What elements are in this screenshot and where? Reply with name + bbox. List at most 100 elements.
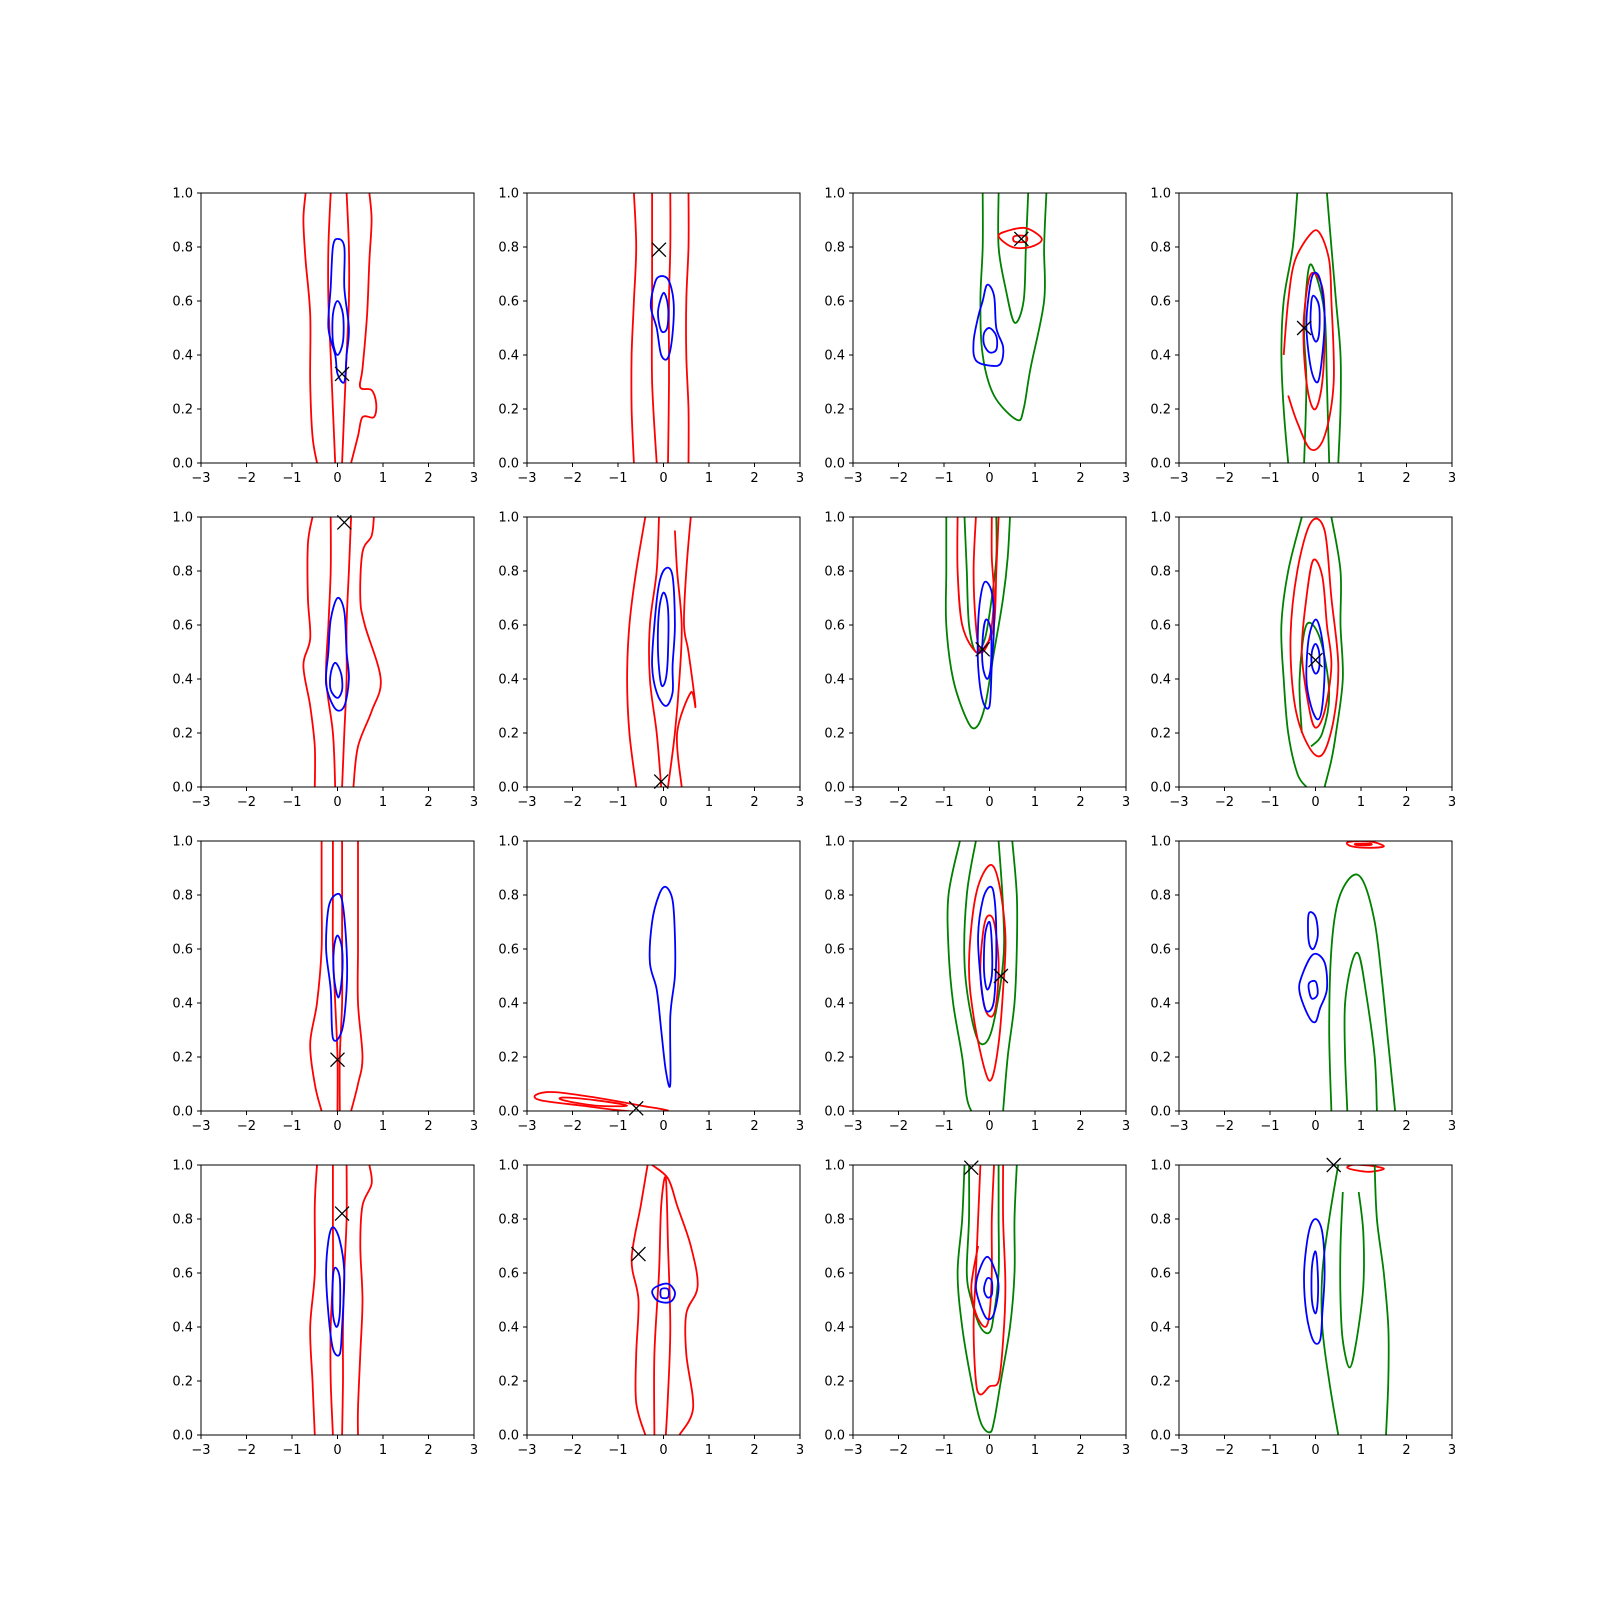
x-tick-label: 0 — [333, 471, 341, 486]
x-tick-label: −3 — [843, 1119, 862, 1134]
axes-frame — [1178, 516, 1453, 788]
blue-contour-line — [325, 892, 349, 1042]
y-tick-label: 0.8 — [824, 889, 845, 904]
x-marker — [1308, 652, 1323, 668]
y-tick-label: 1.0 — [824, 1159, 845, 1174]
y-tick-label: 0.2 — [824, 403, 845, 418]
x-tick-label: −1 — [282, 471, 301, 486]
y-tick-label: 0.4 — [172, 1321, 193, 1336]
x-marker — [1296, 320, 1312, 336]
contour-group — [946, 841, 1019, 1111]
y-tick-label: 0.8 — [824, 565, 845, 580]
x-tick-label: −3 — [517, 1443, 536, 1458]
y-tick-label: 0.6 — [1150, 943, 1171, 958]
green-contour-line — [1320, 1165, 1340, 1435]
x-tick-label: 0 — [659, 1443, 667, 1458]
y-tick-label: 0.4 — [824, 1321, 845, 1336]
y-tick-label: 1.0 — [498, 835, 519, 850]
x-tick-label: 2 — [424, 795, 432, 810]
green-contour-line — [1280, 517, 1308, 787]
x-tick-label: −3 — [517, 471, 536, 486]
y-tick-label: 1.0 — [824, 187, 845, 202]
y-tick-label: 1.0 — [1150, 1159, 1171, 1174]
axes-frame — [1178, 1164, 1453, 1436]
y-tick-label: 1.0 — [498, 511, 519, 526]
contour-group — [626, 517, 697, 787]
y-tick-label: 0.8 — [498, 1213, 519, 1228]
panel-r0-c2: −3 −2 −1 0 1 2 3 0.0 0.2 0.4 0.6 0.8 1.0 — [824, 187, 1130, 487]
red-contour-line — [653, 1176, 672, 1435]
y-tick-label: 0.6 — [824, 1267, 845, 1282]
blue-contour-line — [651, 566, 676, 707]
y-tick-label: 0.2 — [1150, 403, 1171, 418]
red-contour-line — [650, 193, 658, 463]
red-contour-line — [309, 841, 323, 1111]
x-tick-label: 3 — [1122, 1119, 1130, 1134]
y-tick-label: 0.6 — [1150, 619, 1171, 634]
x-tick-label: −2 — [237, 471, 256, 486]
x-tick-label: 1 — [1031, 471, 1039, 486]
y-tick-label: 0.6 — [498, 1267, 519, 1282]
red-contour-line — [309, 1165, 318, 1435]
green-contour-line — [1373, 1165, 1390, 1435]
y-tick-label: 0.6 — [498, 619, 519, 634]
red-contour-line — [1012, 234, 1029, 244]
green-contour-line — [1298, 621, 1331, 748]
x-tick-label: −1 — [1260, 1443, 1279, 1458]
x-tick-label: 1 — [1031, 795, 1039, 810]
blue-contour-line — [648, 885, 677, 1088]
x-tick-label: 1 — [1357, 1443, 1365, 1458]
green-contour-line — [956, 1165, 1018, 1434]
y-tick-label: 0.0 — [498, 1429, 519, 1444]
blue-contour-line — [972, 283, 1005, 367]
blue-contour-line — [982, 327, 999, 354]
x-tick-label: −3 — [1169, 471, 1188, 486]
x-tick-label: −2 — [1215, 471, 1234, 486]
x-marker — [336, 514, 352, 530]
y-tick-label: 0.6 — [498, 295, 519, 310]
y-tick-label: 0.4 — [1150, 997, 1171, 1012]
y-tick-label: 0.2 — [498, 1375, 519, 1390]
blue-contour-line — [327, 238, 350, 384]
red-contour-line — [667, 193, 672, 463]
contour-group — [1280, 517, 1344, 787]
y-tick-label: 0.6 — [824, 943, 845, 958]
contour-group — [309, 841, 364, 1111]
x-tick-label: 0 — [985, 471, 993, 486]
blue-contour-line — [651, 1282, 676, 1304]
y-tick-label: 0.2 — [498, 1051, 519, 1066]
y-tick-label: 0.2 — [172, 1051, 193, 1066]
x-tick-label: −2 — [1215, 1443, 1234, 1458]
panel-r3-c1: −3 −2 −1 0 1 2 3 0.0 0.2 0.4 0.6 0.8 1.0 — [498, 1159, 804, 1459]
contour-group — [944, 517, 1011, 730]
red-contour-line — [968, 863, 1007, 1082]
red-contour-line — [1346, 1165, 1385, 1173]
red-contour-line — [1289, 517, 1340, 758]
panel-r3-c2: −3 −2 −1 0 1 2 3 0.0 0.2 0.4 0.6 0.8 1.0 — [824, 1159, 1130, 1459]
red-contour-line — [302, 193, 318, 463]
x-tick-label: −2 — [237, 1443, 256, 1458]
blue-contour-line — [1307, 911, 1319, 951]
axes-frame — [852, 840, 1127, 1112]
x-tick-label: −2 — [237, 795, 256, 810]
axes-frame — [1178, 840, 1453, 1112]
x-tick-label: 3 — [796, 795, 804, 810]
x-tick-label: −1 — [282, 1119, 301, 1134]
blue-contour-line — [1307, 979, 1319, 1000]
y-tick-label: 0.8 — [824, 1213, 845, 1228]
x-marker — [653, 774, 669, 790]
x-marker — [334, 366, 350, 382]
x-tick-label: −3 — [843, 471, 862, 486]
x-tick-label: −3 — [1169, 1443, 1188, 1458]
contour-group — [309, 1165, 373, 1435]
red-contour-line — [675, 517, 697, 787]
y-tick-label: 0.6 — [824, 295, 845, 310]
blue-contour-line — [657, 292, 670, 334]
x-tick-label: −3 — [191, 795, 210, 810]
blue-contour-line — [1298, 952, 1329, 1024]
y-tick-label: 0.4 — [172, 997, 193, 1012]
y-tick-label: 0.8 — [172, 889, 193, 904]
green-contour-line — [963, 841, 1006, 1046]
x-tick-label: 3 — [470, 471, 478, 486]
x-tick-label: 3 — [1448, 795, 1456, 810]
